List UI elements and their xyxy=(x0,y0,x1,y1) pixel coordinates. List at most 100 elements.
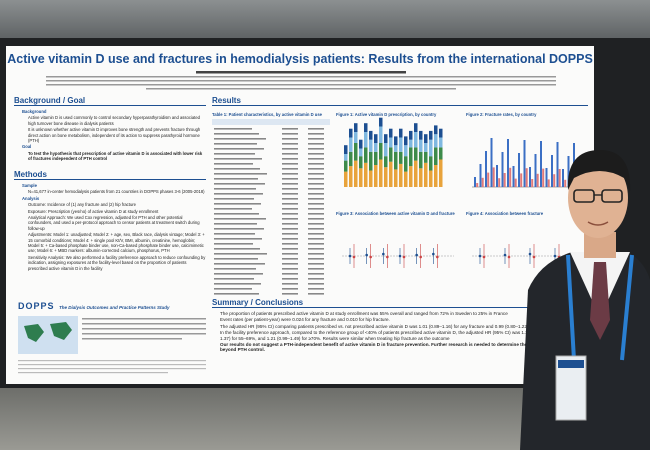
bar-segment xyxy=(354,132,358,143)
bar-segment xyxy=(404,171,408,187)
table-row-text xyxy=(308,208,324,210)
bar-segment xyxy=(349,166,353,187)
bar-segment xyxy=(429,170,433,187)
table-row-text xyxy=(282,218,298,220)
table-row-text xyxy=(308,278,324,280)
bullet: Adjustments: Model 1: unadjusted; Model … xyxy=(28,232,205,254)
bar xyxy=(540,141,542,187)
table-row-text xyxy=(282,258,298,260)
table-row-text xyxy=(214,293,259,295)
bar xyxy=(496,165,498,187)
table-row-text xyxy=(214,173,267,175)
table-row-text xyxy=(214,143,257,145)
point xyxy=(365,253,368,257)
bar-segment xyxy=(349,137,353,152)
figure-title: Figure 1: Active vitamin D prescription,… xyxy=(336,112,437,117)
point xyxy=(528,252,532,256)
bar-segment xyxy=(434,125,438,135)
point xyxy=(532,255,536,259)
poster-title: Active vitamin D use and fractures in he… xyxy=(7,52,593,66)
bar-segment xyxy=(379,143,383,160)
bar-segment xyxy=(399,137,403,152)
table-row-text xyxy=(308,263,324,265)
tie xyxy=(590,262,610,340)
point xyxy=(352,255,356,259)
bar-segment xyxy=(374,165,378,187)
point xyxy=(482,255,486,259)
bar xyxy=(474,177,476,187)
bar xyxy=(545,168,548,187)
bar xyxy=(476,183,479,187)
table-row-text xyxy=(282,193,298,195)
table-row-text xyxy=(214,148,264,150)
table-row-text xyxy=(308,133,324,135)
bullet: Sensitivity Analysis: We also performed … xyxy=(28,254,206,271)
table-row-text xyxy=(214,248,260,250)
bullet: In the facility preference approach, com… xyxy=(220,330,583,341)
table-row-text xyxy=(308,243,324,245)
label: Goal xyxy=(22,144,32,150)
bar-segment xyxy=(424,143,428,152)
point xyxy=(369,255,372,259)
figure-1-chart xyxy=(344,117,443,187)
bullet: Active vitamin D is used commonly to con… xyxy=(28,115,200,126)
bar-segment xyxy=(434,165,438,187)
table-row-text xyxy=(282,263,298,265)
badge-header xyxy=(558,360,584,368)
point xyxy=(382,252,385,256)
suit xyxy=(520,252,650,450)
bar-segment xyxy=(439,147,443,160)
bar-segment xyxy=(344,154,348,161)
table-row-text xyxy=(308,283,324,285)
bullet: Our results do not suggest a PTH-indepen… xyxy=(220,342,583,353)
table-row-text xyxy=(214,203,261,205)
table-row-text xyxy=(214,223,257,225)
bar xyxy=(525,168,528,187)
table-row-text xyxy=(214,128,252,130)
bar-segment xyxy=(419,151,423,169)
table-row-text xyxy=(214,268,256,270)
table-row-text xyxy=(308,223,324,225)
bar-segment xyxy=(389,137,393,148)
face xyxy=(568,158,628,238)
point xyxy=(478,254,482,258)
bar xyxy=(492,167,495,187)
figure-title: Figure 2: Fracture rates, by country xyxy=(466,112,537,117)
glasses xyxy=(601,189,623,203)
point xyxy=(415,253,418,257)
table-row-text xyxy=(282,253,298,255)
bar-segment xyxy=(354,160,358,187)
table-row-text xyxy=(282,198,298,200)
author-list xyxy=(26,70,574,98)
table-row-text xyxy=(214,168,260,170)
point xyxy=(507,255,511,259)
bar-segment xyxy=(384,156,388,168)
table-row-text xyxy=(308,168,324,170)
table-row-text xyxy=(282,163,298,165)
bar-segment xyxy=(404,156,408,172)
table-row-text xyxy=(214,163,253,165)
bar xyxy=(564,179,567,187)
figure-title: Figure 3: Association between active vit… xyxy=(336,211,455,216)
mouth xyxy=(587,221,609,226)
bar-segment xyxy=(389,161,393,187)
bar xyxy=(553,174,556,187)
figure-3: Figure 3: Association between active vit… xyxy=(336,211,461,301)
table-row-text xyxy=(282,173,298,175)
table-row-text xyxy=(214,198,254,200)
bullet: Event rates (per patient-year) were 0.02… xyxy=(220,317,390,323)
table-row-text xyxy=(308,268,324,270)
bar-segment xyxy=(359,148,363,157)
table-row-text xyxy=(214,253,267,255)
bar xyxy=(567,156,570,187)
bullet: Analytical Approach: We used Cox regress… xyxy=(28,215,200,231)
table-row-text xyxy=(282,273,298,275)
bar-segment xyxy=(399,163,403,187)
bar-segment xyxy=(384,167,388,187)
bar-segment xyxy=(369,151,373,171)
bar-segment xyxy=(369,139,373,152)
methods-section: Methods Sample N=41,677 in-center hemodi… xyxy=(14,170,206,272)
bar-segment xyxy=(384,134,388,143)
dopps-block: DOPPS The Dialysis Outcomes and Practice… xyxy=(18,296,208,384)
